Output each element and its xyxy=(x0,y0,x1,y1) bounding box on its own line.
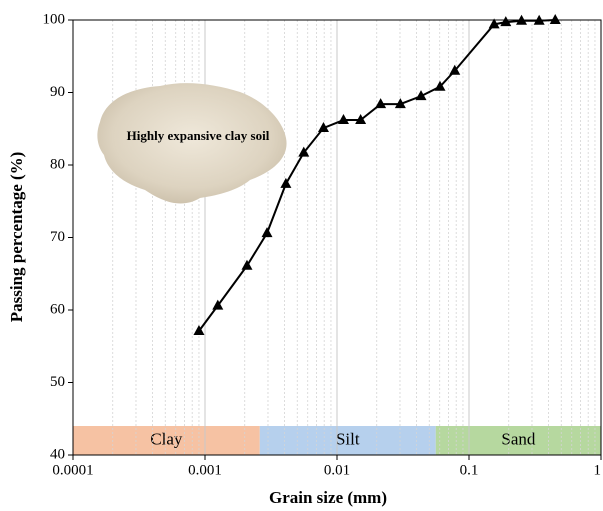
x-tick-label: 0.0001 xyxy=(52,462,93,478)
data-marker xyxy=(533,14,545,25)
data-marker xyxy=(241,259,253,270)
x-tick-label: 0.01 xyxy=(324,462,350,478)
data-marker xyxy=(261,227,273,238)
y-tick-label: 50 xyxy=(50,374,65,390)
data-marker xyxy=(317,122,329,133)
data-marker xyxy=(500,16,512,27)
zone-band xyxy=(259,426,436,455)
data-marker xyxy=(212,299,224,310)
x-tick-label: 1 xyxy=(594,462,602,478)
annotation: Highly expansive clay soil xyxy=(127,128,270,143)
y-tick-label: 60 xyxy=(50,301,65,317)
data-marker xyxy=(280,177,292,188)
soil-image xyxy=(97,83,287,204)
data-marker xyxy=(516,14,528,25)
zone-label: Sand xyxy=(501,429,536,448)
y-tick-label: 40 xyxy=(50,446,65,462)
y-tick-label: 90 xyxy=(50,84,65,100)
data-marker xyxy=(449,64,461,75)
x-axis-title: Grain size (mm) xyxy=(269,488,387,507)
data-marker xyxy=(337,114,349,125)
data-marker xyxy=(434,80,446,91)
data-marker xyxy=(415,90,427,101)
y-tick-label: 70 xyxy=(50,229,65,245)
data-marker xyxy=(298,146,310,157)
data-marker xyxy=(394,98,406,109)
data-marker xyxy=(488,18,500,29)
zone-label: Clay xyxy=(150,429,183,448)
plot-frame xyxy=(72,19,602,456)
data-marker xyxy=(193,325,205,336)
y-axis-title: Passing percentage (%) xyxy=(7,152,26,323)
zone-band xyxy=(73,426,260,455)
zone-label: Silt xyxy=(336,429,360,448)
data-marker xyxy=(375,98,387,109)
data-marker xyxy=(355,114,367,125)
x-tick-label: 0.001 xyxy=(188,462,222,478)
x-tick-label: 0.1 xyxy=(460,462,479,478)
y-tick-label: 100 xyxy=(43,11,66,27)
data-marker xyxy=(549,14,561,24)
y-tick-label: 80 xyxy=(50,156,65,172)
